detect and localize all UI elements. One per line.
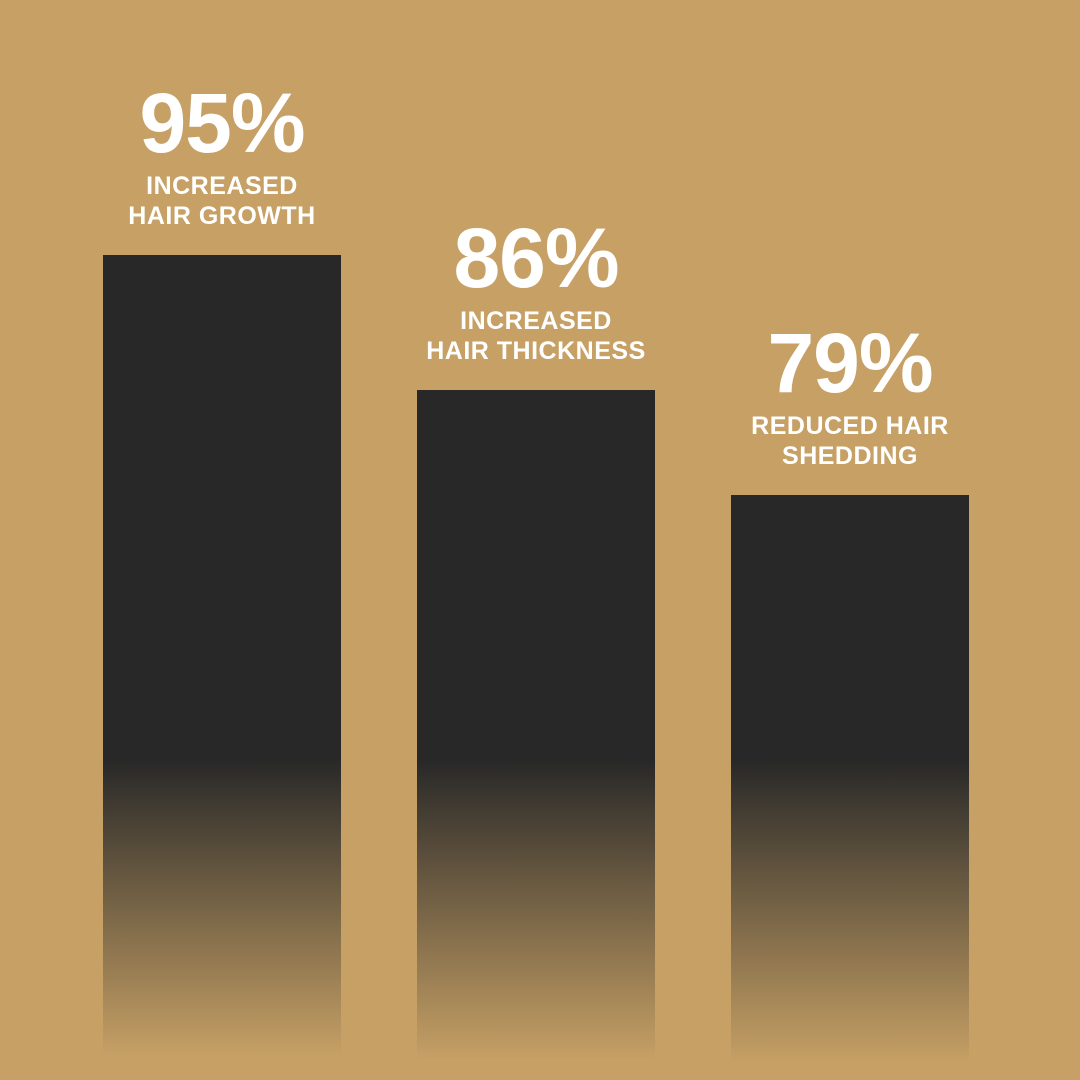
value-label: 86% (453, 211, 619, 305)
bar-label-3: 79% REDUCED HAIR SHEDDING (702, 315, 998, 471)
value-label: 95% (139, 76, 305, 170)
bar-label-2: 86% INCREASED HAIR THICKNESS (388, 210, 684, 366)
bar-label-1: 95% INCREASED HAIR GROWTH (74, 75, 370, 231)
category-label: INCREASED (460, 307, 612, 335)
bar-3 (731, 495, 969, 1080)
value-label: 79% (767, 316, 933, 410)
bar-1 (103, 255, 341, 1080)
category-label: HAIR GROWTH (128, 202, 316, 230)
category-label: HAIR THICKNESS (426, 337, 646, 365)
category-label: SHEDDING (782, 442, 918, 470)
category-label: REDUCED HAIR (751, 412, 949, 440)
bar-2 (417, 390, 655, 1080)
category-label: INCREASED (146, 172, 298, 200)
